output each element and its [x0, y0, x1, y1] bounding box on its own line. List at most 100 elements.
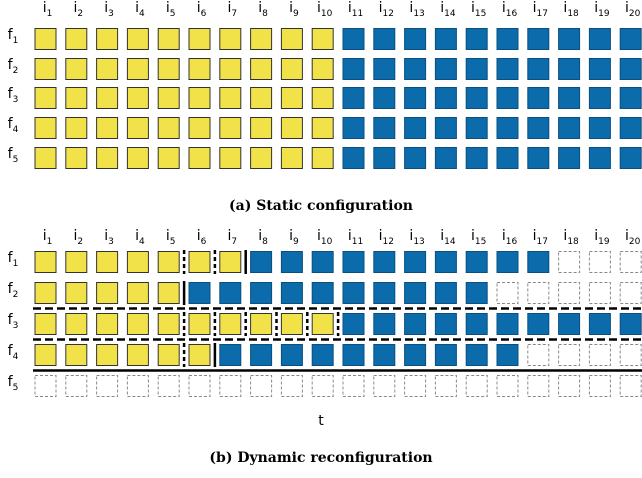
- cell: [188, 117, 211, 139]
- cell: [219, 282, 242, 304]
- cell: [311, 344, 334, 366]
- row-label-subscript: 1: [13, 259, 19, 269]
- column-label-subscript: 15: [475, 9, 486, 19]
- column-label-subscript: 7: [231, 237, 237, 247]
- cell: [219, 344, 242, 366]
- cell: [342, 58, 365, 80]
- cell: [496, 147, 519, 169]
- column-label-subscript: 5: [170, 237, 176, 247]
- cell: [65, 58, 88, 80]
- row-label-subscript: 2: [13, 66, 19, 76]
- cell: [558, 28, 581, 50]
- cell: [373, 313, 396, 335]
- column-label-symbol: i: [379, 228, 383, 244]
- cell: [527, 147, 550, 169]
- row-label: f3: [8, 312, 19, 331]
- column-label: i8: [258, 0, 268, 19]
- cell: [434, 282, 457, 304]
- cell: [280, 313, 303, 335]
- column-label-symbol: i: [563, 0, 567, 16]
- cell: [434, 58, 457, 80]
- cell: [342, 313, 365, 335]
- column-label-symbol: i: [409, 0, 413, 16]
- cell: [34, 282, 57, 304]
- column-label-subscript: 2: [77, 9, 83, 19]
- cell: [250, 58, 273, 80]
- cell: [619, 117, 642, 139]
- cell: [465, 251, 488, 273]
- cell: [558, 251, 581, 273]
- cell: [34, 117, 57, 139]
- row-label-symbol: f: [8, 57, 14, 73]
- column-label: i17: [533, 228, 548, 247]
- cell: [558, 282, 581, 304]
- column-label-symbol: i: [440, 228, 444, 244]
- column-label-subscript: 11: [352, 237, 363, 247]
- cell: [527, 251, 550, 273]
- column-label-symbol: i: [197, 228, 201, 244]
- column-label: i5: [166, 228, 176, 247]
- cell: [434, 117, 457, 139]
- column-label-subscript: 5: [170, 9, 176, 19]
- column-label: i14: [440, 228, 456, 247]
- cell: [588, 282, 611, 304]
- cell: [404, 147, 427, 169]
- cell: [588, 87, 611, 109]
- caption: (b) Dynamic reconfiguration: [209, 450, 432, 466]
- cell: [311, 375, 334, 397]
- cell: [219, 117, 242, 139]
- column-label-symbol: i: [258, 228, 262, 244]
- cell: [311, 58, 334, 80]
- column-label: i10: [317, 228, 333, 247]
- row-label: f4: [8, 343, 19, 362]
- cell: [157, 58, 180, 80]
- column-label: i8: [258, 228, 268, 247]
- cell: [34, 313, 57, 335]
- cell: [34, 58, 57, 80]
- cell: [373, 28, 396, 50]
- cell: [96, 58, 119, 80]
- column-label: i15: [471, 228, 486, 247]
- column-label-subscript: 16: [506, 237, 518, 247]
- cell: [588, 117, 611, 139]
- cell: [65, 28, 88, 50]
- cell: [96, 28, 119, 50]
- cell: [34, 28, 57, 50]
- column-label-symbol: i: [379, 0, 383, 16]
- cell: [96, 282, 119, 304]
- column-label-subscript: 8: [262, 9, 268, 19]
- column-label: i7: [227, 0, 237, 19]
- cell: [219, 251, 242, 273]
- cell: [527, 28, 550, 50]
- column-label-subscript: 18: [567, 9, 579, 19]
- column-label: i9: [289, 228, 299, 247]
- column-label-symbol: i: [471, 228, 475, 244]
- column-label-subscript: 17: [537, 237, 548, 247]
- cell: [465, 28, 488, 50]
- cell: [434, 344, 457, 366]
- cell: [311, 282, 334, 304]
- row-label-symbol: f: [8, 343, 14, 359]
- column-label-symbol: i: [533, 228, 537, 244]
- column-label-symbol: i: [348, 228, 352, 244]
- column-label: i3: [104, 0, 114, 19]
- cell: [465, 313, 488, 335]
- column-label-symbol: i: [43, 228, 47, 244]
- cell: [373, 251, 396, 273]
- row-label-subscript: 5: [13, 383, 19, 393]
- cell: [188, 58, 211, 80]
- column-label-subscript: 9: [293, 237, 299, 247]
- column-label-subscript: 13: [413, 237, 424, 247]
- cell: [588, 375, 611, 397]
- column-label: i2: [73, 0, 83, 19]
- column-label-subscript: 12: [383, 9, 394, 19]
- column-label-symbol: i: [502, 0, 506, 16]
- cell: [496, 375, 519, 397]
- caption: (a) Static configuration: [229, 198, 413, 214]
- cell: [342, 251, 365, 273]
- cell: [588, 28, 611, 50]
- cell: [250, 87, 273, 109]
- cell: [219, 313, 242, 335]
- cell: [527, 282, 550, 304]
- cell: [373, 87, 396, 109]
